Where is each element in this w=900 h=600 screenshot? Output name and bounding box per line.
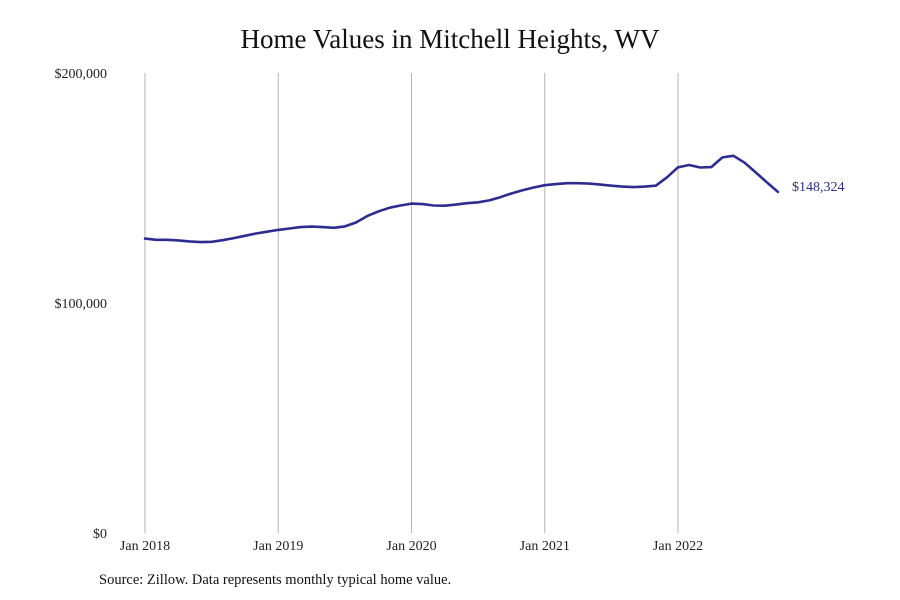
x-tick-label: Jan 2019 <box>253 539 303 554</box>
gridlines <box>144 73 679 533</box>
chart-title: Home Values in Mitchell Heights, WV <box>240 24 660 54</box>
x-tick-label: Jan 2022 <box>653 539 703 554</box>
x-tick-label: Jan 2020 <box>386 539 436 554</box>
y-axis-ticks: $0 $100,000 $200,000 <box>55 67 108 542</box>
y-tick-label: $0 <box>93 527 107 542</box>
y-tick-label: $100,000 <box>55 297 108 312</box>
source-note: Source: Zillow. Data represents monthly … <box>99 572 452 588</box>
x-axis-ticks: Jan 2018 Jan 2019 Jan 2020 Jan 2021 Jan 2022 <box>120 539 703 554</box>
x-tick-label: Jan 2018 <box>120 539 170 554</box>
series-line <box>143 154 780 244</box>
end-value-label: $148,324 <box>792 180 845 195</box>
x-tick-label: Jan 2021 <box>520 539 570 554</box>
series-layer: $148,324 <box>143 154 845 244</box>
y-tick-label: $200,000 <box>55 67 108 82</box>
